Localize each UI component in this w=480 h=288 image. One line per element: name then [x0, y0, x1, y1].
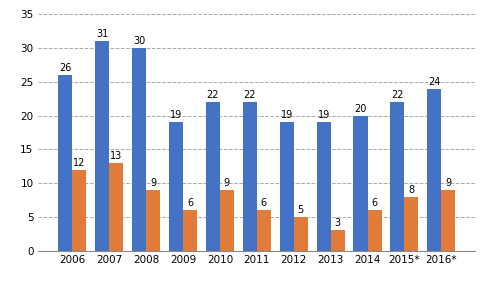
Bar	[390, 102, 405, 251]
Text: 30: 30	[133, 36, 145, 46]
Text: 19: 19	[281, 110, 293, 120]
Text: 19: 19	[317, 110, 330, 120]
Text: 13: 13	[110, 151, 122, 161]
Bar	[353, 115, 368, 251]
Text: 26: 26	[59, 63, 72, 73]
Text: 24: 24	[428, 77, 441, 87]
Bar	[368, 210, 382, 251]
Bar	[317, 122, 331, 251]
Text: 6: 6	[187, 198, 193, 208]
Bar	[405, 197, 419, 251]
Bar	[243, 102, 257, 251]
Text: 22: 22	[391, 90, 404, 100]
Bar	[146, 190, 160, 251]
Bar	[220, 190, 234, 251]
Text: 6: 6	[372, 198, 378, 208]
Text: 20: 20	[354, 104, 367, 113]
Bar	[109, 163, 123, 251]
Text: 9: 9	[150, 178, 156, 188]
Text: 31: 31	[96, 29, 108, 39]
Bar	[331, 230, 345, 251]
Bar	[206, 102, 220, 251]
Bar	[169, 122, 183, 251]
Bar	[132, 48, 146, 251]
Bar	[72, 170, 86, 251]
Bar	[280, 122, 294, 251]
Text: 19: 19	[170, 110, 182, 120]
Text: 22: 22	[243, 90, 256, 100]
Bar	[441, 190, 456, 251]
Text: 8: 8	[408, 185, 415, 195]
Text: 6: 6	[261, 198, 267, 208]
Bar	[58, 75, 72, 251]
Bar	[294, 217, 308, 251]
Text: 12: 12	[73, 158, 85, 168]
Text: 3: 3	[335, 218, 341, 228]
Bar	[257, 210, 271, 251]
Bar	[183, 210, 197, 251]
Text: 9: 9	[445, 178, 451, 188]
Bar	[95, 41, 109, 251]
Text: 22: 22	[206, 90, 219, 100]
Text: 5: 5	[298, 205, 304, 215]
Bar	[427, 89, 441, 251]
Text: 9: 9	[224, 178, 230, 188]
